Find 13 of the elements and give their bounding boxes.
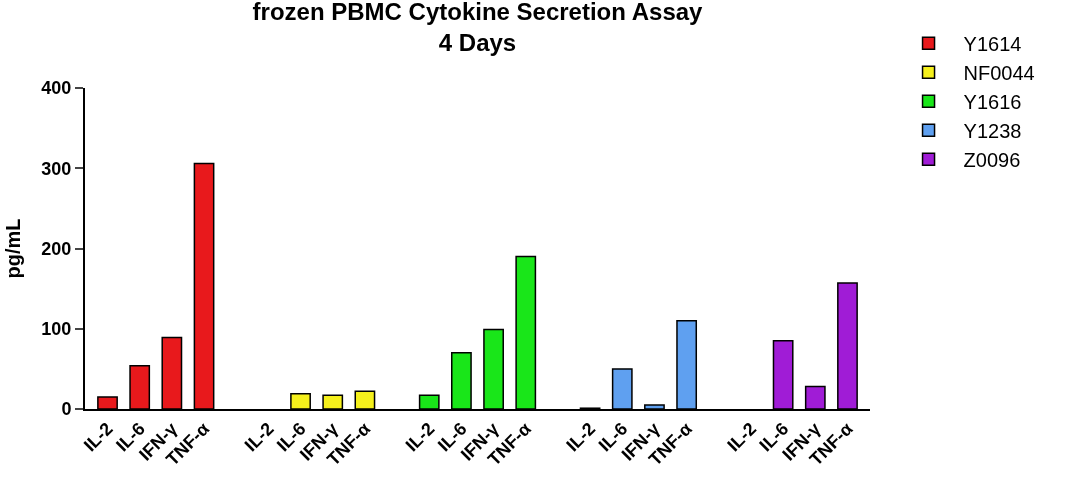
y-tick-label: 300 bbox=[41, 158, 72, 179]
y-tick-label: 0 bbox=[61, 399, 72, 420]
legend-label: Y1238 bbox=[963, 120, 1022, 143]
x-tick-label: IL-2 bbox=[79, 418, 117, 456]
y-axis-title: pg/mL bbox=[2, 218, 25, 279]
legend-label: Y1616 bbox=[963, 91, 1022, 114]
chart-title: frozen PBMC Cytokine Secretion Assay 4 Days bbox=[252, 0, 704, 57]
y-tick-label: 100 bbox=[41, 319, 72, 340]
y-tick-label: 400 bbox=[41, 78, 72, 99]
legend-label: Z0096 bbox=[963, 149, 1021, 172]
legend-label: Y1614 bbox=[963, 33, 1022, 56]
y-tick-label: 200 bbox=[41, 238, 72, 259]
legend-label: NF0044 bbox=[963, 62, 1035, 85]
